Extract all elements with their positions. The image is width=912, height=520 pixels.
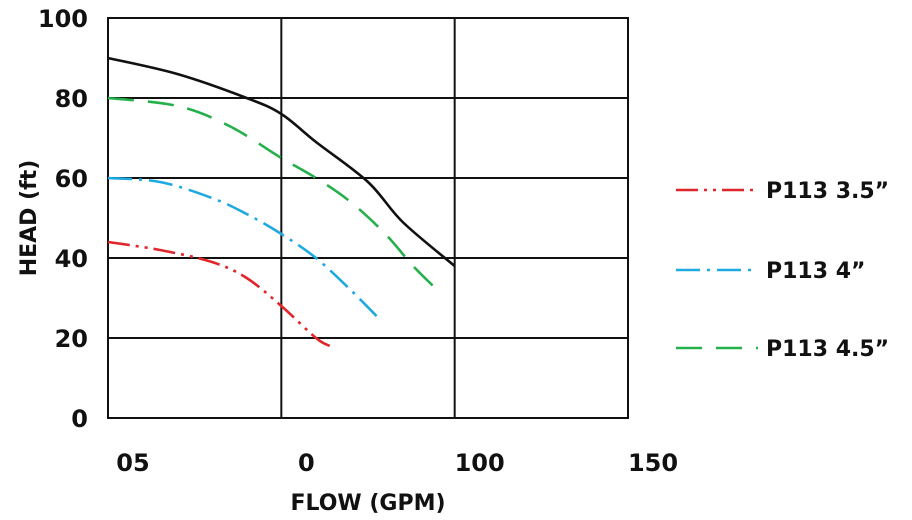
x-tick-label: 0 (298, 449, 315, 477)
x-tick-label: 100 (455, 449, 505, 477)
legend: P113 3.5” P113 4” P113 4.5” (676, 179, 889, 362)
legend-label: P113 4” (766, 259, 865, 284)
plot-grid (107, 17, 629, 419)
y-tick-label: 40 (55, 245, 88, 273)
y-axis-title: HEAD (ft) (17, 160, 42, 277)
plot-frame (107, 17, 629, 419)
x-axis-title: FLOW (GPM) (290, 491, 445, 516)
y-tick-label: 0 (71, 405, 88, 433)
y-axis-ticks: 0 20 40 60 80 100 (38, 5, 88, 433)
x-axis-ticks: 05 0 100 150 (116, 449, 678, 477)
x-tick-label: 05 (116, 449, 149, 477)
y-tick-label: 60 (55, 165, 88, 193)
y-tick-label: 20 (55, 325, 88, 353)
series-line-series-1 (107, 240, 331, 348)
y-tick-label: 100 (38, 5, 88, 33)
series-line-series-3 (107, 96, 439, 291)
series-line-series-2 (107, 176, 380, 319)
x-tick-label: 150 (628, 449, 678, 477)
series-lines (107, 56, 456, 348)
series-line-main-curve (107, 56, 456, 267)
legend-label: P113 3.5” (766, 179, 889, 204)
legend-label: P113 4.5” (766, 337, 889, 362)
y-tick-label: 80 (55, 85, 88, 113)
